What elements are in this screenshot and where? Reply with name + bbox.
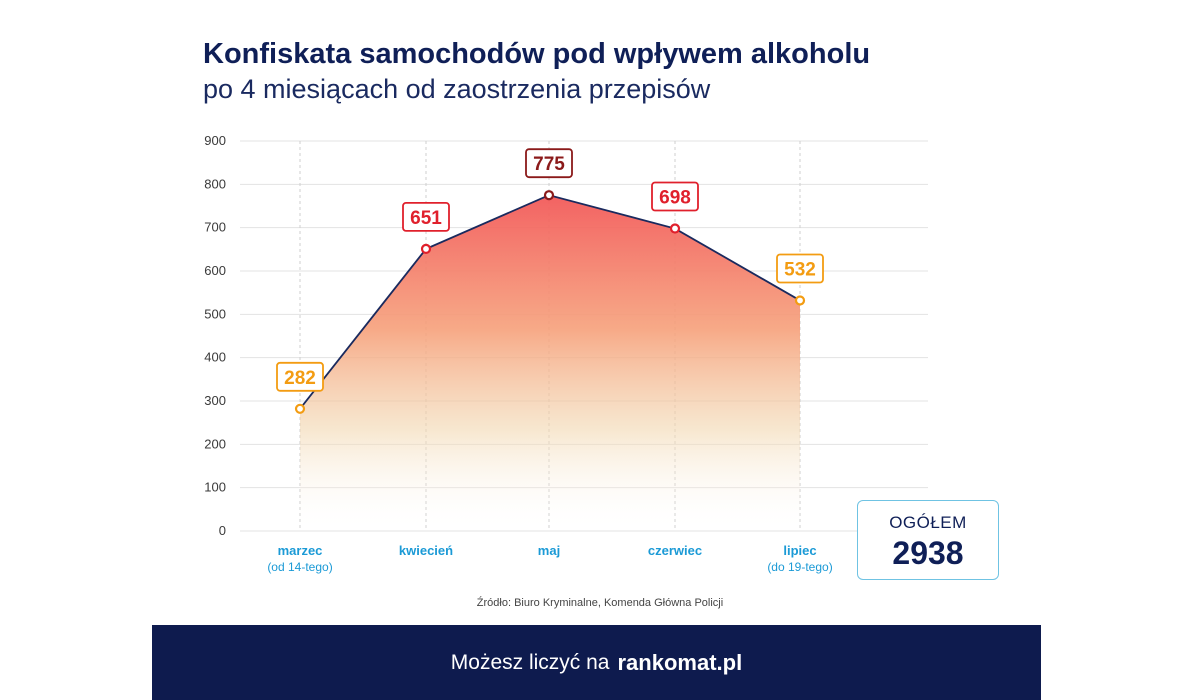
- total-value: 2938: [892, 535, 964, 571]
- data-label-box: [402, 201, 450, 232]
- x-tick-note: (od 14-tego): [267, 560, 332, 574]
- area-shape: [300, 195, 800, 531]
- data-label: 532: [784, 259, 816, 280]
- area-fill: [300, 195, 800, 531]
- data-point: [420, 243, 432, 254]
- x-tick-label: marzec: [278, 543, 323, 558]
- y-tick-label: 500: [204, 306, 226, 321]
- data-point: [543, 190, 555, 201]
- chart-title: Konfiskata samochodów pod wpływem alkoho…: [203, 38, 871, 70]
- data-label-box: [776, 253, 824, 284]
- data-label: 651: [410, 208, 442, 229]
- total-box: OGÓŁEM 2938: [857, 500, 999, 580]
- data-point: [669, 223, 681, 234]
- chart-subtitle: po 4 miesiącach od zaostrzenia przepisów: [203, 74, 711, 104]
- data-points: [294, 190, 806, 414]
- data-label: 282: [284, 368, 316, 389]
- data-label-box: [276, 361, 324, 392]
- brand-logo[interactable]: rankomat.pl: [617, 649, 743, 675]
- source-note: Źródło: Biuro Kryminalne, Komenda Główna…: [476, 597, 724, 609]
- y-tick-label: 700: [204, 220, 226, 235]
- line-chart: 282 651 775 698 532 0 100 200 300 400 500 600 700 80…: [204, 133, 928, 574]
- data-label-box: [651, 181, 699, 212]
- total-label: OGÓŁEM: [889, 513, 967, 532]
- axes: 0 100 200 300 400 500 600 700 800 900 marzec (od 14…: [204, 133, 832, 574]
- y-tick-label: 800: [204, 176, 226, 191]
- y-tick-label: 100: [204, 480, 226, 495]
- data-labels: 282 651 775 698 532: [276, 148, 824, 392]
- data-point: [294, 403, 306, 414]
- x-tick-label: lipiec: [783, 543, 816, 558]
- data-label-box: [525, 148, 573, 179]
- y-tick-label: 900: [204, 133, 226, 148]
- x-tick-label: maj: [538, 543, 560, 558]
- y-tick-label: 200: [204, 436, 226, 451]
- x-tick-label: czerwiec: [648, 543, 702, 558]
- data-label: 698: [659, 188, 691, 209]
- footer-banner: Możesz liczyć na rankomat.pl: [152, 625, 1041, 700]
- y-tick-label: 600: [204, 263, 226, 278]
- footer-text: Możesz liczyć na: [450, 650, 610, 674]
- y-tick-label: 0: [219, 523, 226, 538]
- data-point: [794, 295, 806, 306]
- data-label: 775: [533, 154, 565, 175]
- y-tick-label: 400: [204, 350, 226, 365]
- y-tick-label: 300: [204, 393, 226, 408]
- x-tick-note: (do 19-tego): [767, 560, 832, 574]
- x-tick-label: kwiecień: [399, 543, 453, 558]
